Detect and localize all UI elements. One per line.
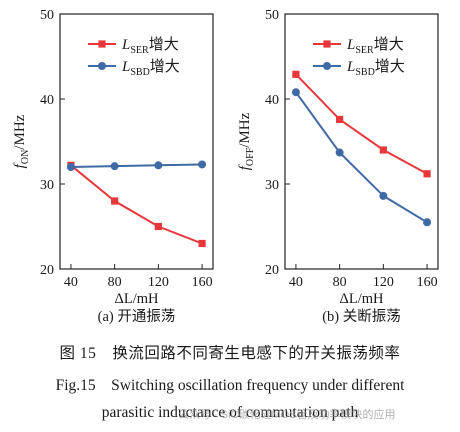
series-sbd-point [198,160,207,169]
legend-label-sbd: LSBD增大 [346,58,405,78]
y-axis-label: fOFF/MHz [237,112,256,170]
y-tick-label: 30 [265,178,279,193]
series-ser-point [198,239,206,248]
series-sbd-point [154,161,163,170]
legend-label-ser: LSER增大 [346,36,404,56]
legend-label-ser: LSER增大 [121,36,179,56]
series-sbd-point [66,163,75,171]
chart-panel-a: 20 30 40 50 40 80 120 160 ΔL/mH(a) 开通振荡 fON/MHz LS… [12,8,214,325]
x-axis-label: ΔL/mH [115,291,159,307]
series-ser-point [154,222,162,231]
series-sbd-line [295,91,428,224]
panel-label: (a) 开通振荡 [98,308,176,325]
x-tick-label: 120 [148,275,169,290]
series-sbd-point [423,218,432,227]
y-tick-label: 20 [265,263,279,278]
watermark-text: 公众号 · SiC碳化硅MOS管及功率模块的应用 [178,409,396,421]
figure-caption-en-line2: parasitic inductance of commutation path [101,404,359,421]
series-sbd-point [291,88,300,97]
legend-marker-sbd [98,62,106,70]
series-ser-point [379,146,387,154]
series-sbd-point [110,162,119,171]
y-tick-label: 50 [40,8,54,23]
series-ser-point [423,170,431,178]
figure-caption-cn: 图 15 换流回路不同寄生电感下的开关振荡频率 [59,345,401,362]
y-tick-label: 20 [40,263,54,278]
series-ser-point [292,70,300,78]
y-axis-label: fON/MHz [12,114,31,168]
x-tick-label: 40 [289,275,303,290]
x-tick-label: 80 [333,275,347,290]
x-tick-label: 80 [108,275,122,290]
figure-caption-en-line1: Fig.15 Switching oscillation frequency u… [55,377,405,394]
panel-label: (b) 关断振荡 [322,308,401,325]
y-tick-label: 40 [265,93,279,108]
x-axis-label: ΔL/mH [340,291,384,307]
y-tick-label: 30 [40,178,54,193]
series-sbd-point [335,148,344,157]
legend-marker-ser [98,40,106,48]
x-tick-label: 160 [417,275,438,290]
series-ser-line [295,73,428,175]
series-sbd-line [70,163,203,168]
x-tick-label: 160 [192,275,213,290]
chart-panel-b: 20 30 40 50 40 80 120 160 ΔL/mH(b) 关断振荡 fOFF/MHz L… [237,8,439,325]
legend-marker-sbd [323,62,331,70]
plot-frame [284,13,439,270]
y-tick-label: 50 [265,8,279,23]
series-sbd-point [379,191,388,200]
series-ser-line [70,164,203,245]
x-tick-label: 40 [64,275,78,290]
y-tick-label: 40 [40,93,54,108]
legend-marker-ser [323,40,331,48]
series-ser-point [111,197,119,205]
plot-frame [59,13,214,270]
x-tick-label: 120 [373,275,394,290]
legend-label-sbd: LSBD增大 [121,58,180,78]
series-ser-point [336,115,344,123]
